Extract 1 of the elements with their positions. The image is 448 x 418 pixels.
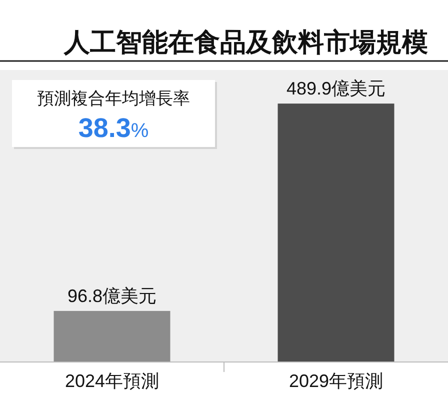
title: 人工智能在食品及飲料市場規模 <box>64 28 428 58</box>
